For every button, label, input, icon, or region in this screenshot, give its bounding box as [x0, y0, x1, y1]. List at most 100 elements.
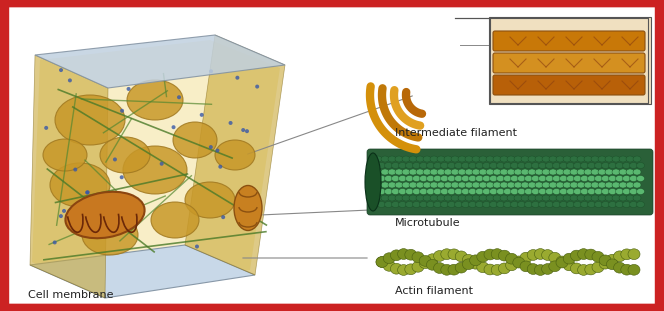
Ellipse shape	[563, 182, 571, 188]
Ellipse shape	[539, 188, 546, 194]
Ellipse shape	[440, 163, 448, 169]
Ellipse shape	[451, 169, 459, 175]
Ellipse shape	[390, 250, 402, 261]
Ellipse shape	[531, 175, 539, 182]
Ellipse shape	[623, 188, 631, 194]
Ellipse shape	[528, 156, 536, 162]
Ellipse shape	[584, 195, 592, 201]
Ellipse shape	[623, 175, 631, 182]
Ellipse shape	[185, 182, 235, 218]
Ellipse shape	[594, 175, 602, 182]
Ellipse shape	[525, 175, 533, 182]
Ellipse shape	[461, 175, 469, 182]
Ellipse shape	[594, 188, 602, 194]
Ellipse shape	[511, 188, 519, 194]
Ellipse shape	[608, 188, 616, 194]
Ellipse shape	[507, 156, 515, 162]
Ellipse shape	[605, 195, 613, 201]
Ellipse shape	[566, 202, 574, 207]
Ellipse shape	[458, 195, 466, 201]
Ellipse shape	[588, 163, 596, 169]
Ellipse shape	[416, 169, 424, 175]
Ellipse shape	[626, 195, 634, 201]
Ellipse shape	[602, 188, 610, 194]
Ellipse shape	[434, 163, 442, 169]
Ellipse shape	[500, 182, 508, 188]
Ellipse shape	[511, 202, 519, 207]
Ellipse shape	[440, 175, 448, 182]
Ellipse shape	[616, 175, 623, 182]
Ellipse shape	[570, 169, 578, 175]
Ellipse shape	[73, 168, 77, 172]
Ellipse shape	[497, 175, 505, 182]
Ellipse shape	[381, 195, 389, 201]
FancyBboxPatch shape	[367, 149, 653, 215]
Ellipse shape	[228, 121, 232, 125]
Ellipse shape	[542, 264, 554, 274]
Ellipse shape	[616, 202, 623, 207]
Ellipse shape	[451, 156, 459, 162]
Ellipse shape	[626, 169, 634, 175]
Ellipse shape	[426, 259, 438, 270]
Ellipse shape	[479, 156, 487, 162]
Ellipse shape	[472, 195, 480, 201]
Ellipse shape	[395, 156, 403, 162]
Ellipse shape	[406, 188, 414, 194]
Ellipse shape	[483, 188, 491, 194]
Ellipse shape	[549, 156, 557, 162]
Ellipse shape	[633, 195, 641, 201]
Ellipse shape	[378, 202, 386, 207]
Ellipse shape	[454, 188, 463, 194]
Ellipse shape	[503, 188, 511, 194]
Ellipse shape	[402, 182, 410, 188]
Ellipse shape	[483, 163, 491, 169]
Ellipse shape	[560, 175, 568, 182]
Ellipse shape	[525, 188, 533, 194]
Ellipse shape	[633, 169, 641, 175]
Ellipse shape	[633, 156, 641, 162]
Ellipse shape	[171, 125, 175, 129]
Ellipse shape	[580, 188, 588, 194]
Ellipse shape	[151, 202, 199, 238]
Ellipse shape	[493, 156, 501, 162]
Ellipse shape	[507, 182, 515, 188]
Ellipse shape	[469, 258, 481, 269]
Ellipse shape	[365, 153, 381, 211]
Ellipse shape	[441, 249, 453, 260]
Ellipse shape	[209, 69, 213, 73]
Ellipse shape	[574, 188, 582, 194]
Ellipse shape	[412, 202, 420, 207]
Ellipse shape	[440, 202, 448, 207]
Ellipse shape	[398, 163, 406, 169]
Ellipse shape	[574, 202, 582, 207]
Ellipse shape	[62, 209, 66, 213]
Ellipse shape	[517, 175, 525, 182]
Ellipse shape	[623, 163, 631, 169]
Ellipse shape	[500, 156, 508, 162]
Ellipse shape	[384, 163, 392, 169]
Ellipse shape	[542, 169, 550, 175]
Ellipse shape	[104, 217, 108, 221]
FancyBboxPatch shape	[493, 53, 645, 73]
Ellipse shape	[444, 195, 452, 201]
Ellipse shape	[616, 188, 623, 194]
Ellipse shape	[552, 188, 560, 194]
Ellipse shape	[426, 175, 434, 182]
Ellipse shape	[395, 182, 403, 188]
Ellipse shape	[374, 169, 382, 175]
Ellipse shape	[520, 261, 532, 272]
Ellipse shape	[458, 182, 466, 188]
Ellipse shape	[392, 163, 400, 169]
Ellipse shape	[423, 182, 431, 188]
Ellipse shape	[384, 188, 392, 194]
Ellipse shape	[406, 163, 414, 169]
Ellipse shape	[599, 255, 611, 266]
Ellipse shape	[539, 175, 546, 182]
Ellipse shape	[637, 163, 645, 169]
Ellipse shape	[549, 195, 557, 201]
Ellipse shape	[605, 169, 613, 175]
Ellipse shape	[378, 163, 386, 169]
Ellipse shape	[626, 182, 634, 188]
Ellipse shape	[475, 202, 483, 207]
Ellipse shape	[412, 175, 420, 182]
